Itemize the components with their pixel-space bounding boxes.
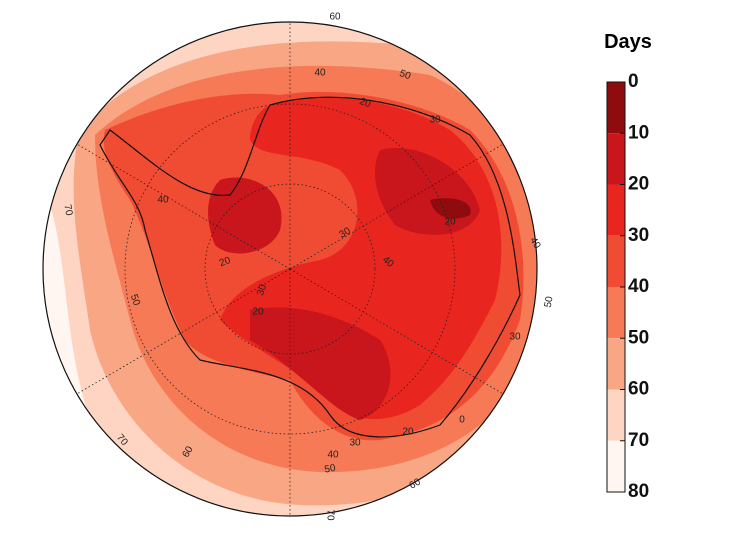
colorbar-tick-label: 30 — [628, 225, 649, 246]
contour-label: 20 — [252, 307, 264, 318]
band-10-20 — [208, 148, 480, 420]
colorbar-band — [607, 287, 625, 339]
contour-label: 50 — [128, 293, 142, 308]
contour-label: 40 — [327, 450, 339, 461]
contour-label: 20 — [358, 96, 373, 110]
contour-label: 40 — [527, 236, 542, 252]
colorbar-band — [607, 133, 625, 185]
colorbar-band — [607, 82, 625, 134]
band-0-10 — [430, 198, 471, 219]
colorbar-tick-label: 70 — [628, 430, 649, 451]
contour-label: 40 — [157, 195, 169, 206]
colorbar-band — [607, 235, 625, 287]
map-border — [42, 21, 538, 517]
contour-label: 50 — [324, 463, 337, 476]
contour-label: 70 — [61, 204, 74, 217]
colorbar-band — [607, 184, 625, 236]
contour-label: 70 — [324, 509, 335, 521]
contour-label: 60 — [181, 444, 196, 460]
contour-label: 30 — [509, 332, 521, 343]
legend-title: Days — [604, 31, 652, 53]
colorbar-band — [607, 389, 625, 441]
contour-label: 20 — [218, 255, 233, 269]
colorbar-tick-label: 50 — [628, 327, 649, 348]
contour-label: 30 — [429, 115, 441, 126]
colorbar-tick-label: 10 — [628, 122, 649, 143]
colorbar-tick-label: 40 — [628, 276, 649, 297]
contour-label: 50 — [398, 68, 413, 82]
colorbar: 0 10 20 30 40 50 60 70 80 — [606, 71, 649, 502]
contour-label: 30 — [338, 225, 354, 240]
map-fill — [43, 22, 537, 516]
colorbar-band — [607, 440, 625, 492]
contour-label: 50 — [543, 295, 556, 308]
contour-label: 30 — [255, 283, 269, 298]
contour-label: 0 — [459, 415, 465, 426]
colorbar-tick-label: 0 — [628, 71, 639, 92]
coastline — [99, 96, 521, 438]
colorbar-band — [607, 338, 625, 390]
colorbar-tick-label: 60 — [628, 379, 649, 400]
contour-label: 40 — [314, 68, 326, 79]
contour-label: 20 — [402, 427, 414, 438]
contour-label: 60 — [408, 476, 424, 491]
contour-label: 30 — [349, 438, 361, 449]
colorbar-tick-label: 80 — [628, 481, 649, 502]
graticule — [69, 22, 511, 516]
colorbar-tick-label: 20 — [628, 174, 649, 195]
contour-label: 60 — [329, 12, 341, 23]
contour-label: 20 — [444, 217, 456, 228]
